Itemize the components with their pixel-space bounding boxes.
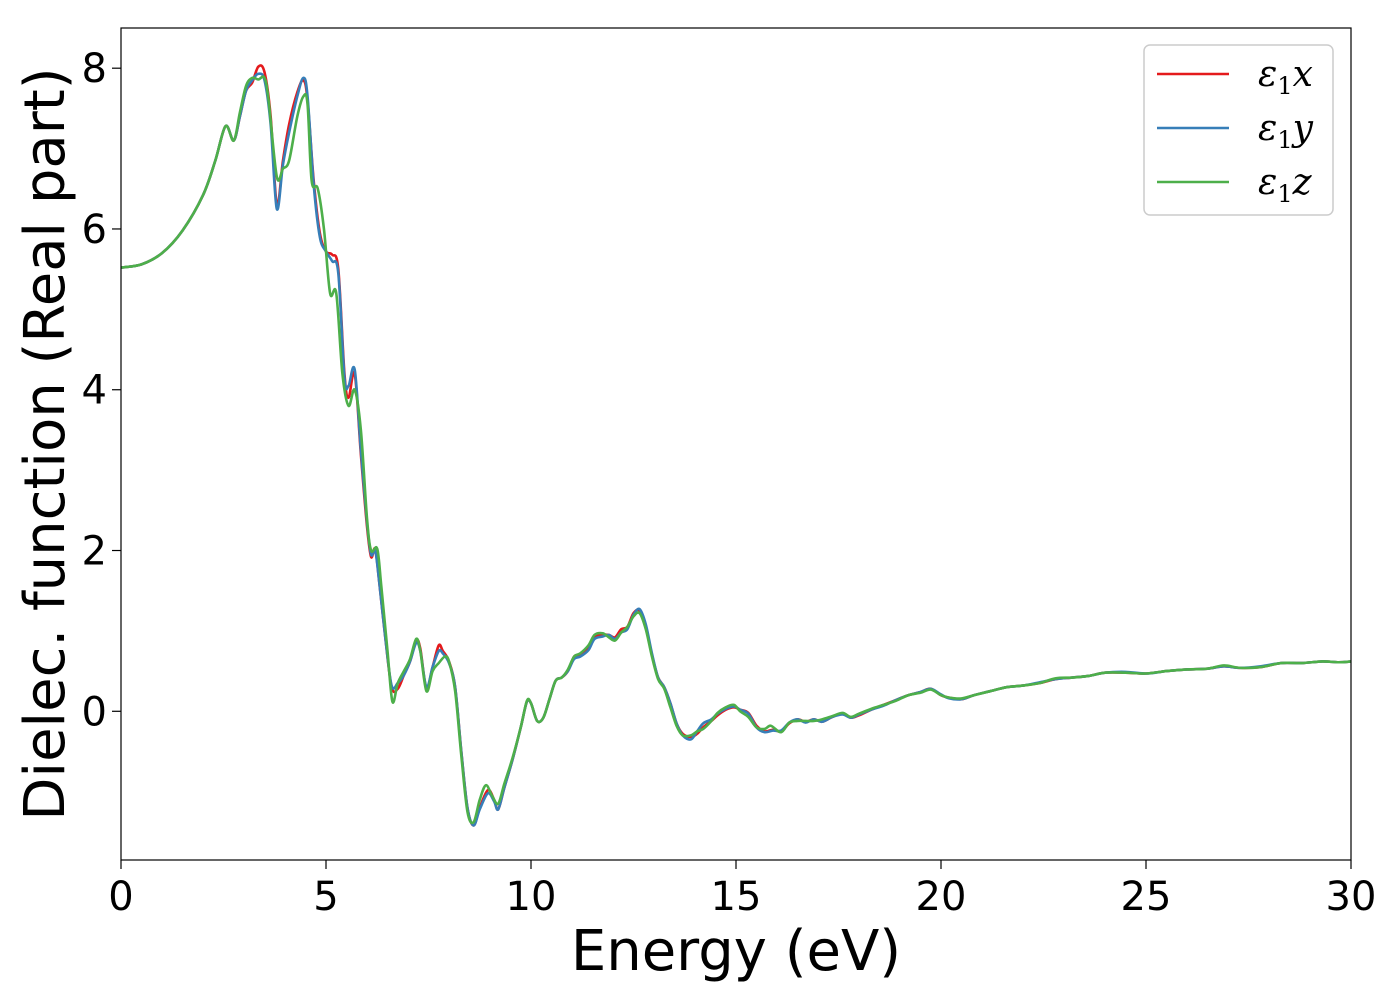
x-tick-label: 5 xyxy=(313,874,338,920)
y-tick-label: 0 xyxy=(82,689,107,735)
x-axis: 0 5 10 15 20 25 30 xyxy=(108,860,1376,920)
legend: ε1x ε1y ε1z xyxy=(1143,44,1334,216)
x-tick-label: 20 xyxy=(916,874,967,920)
legend-box xyxy=(1143,44,1334,216)
y-tick-label: 6 xyxy=(82,207,107,253)
y-tick-label: 4 xyxy=(82,368,107,414)
x-tick-label: 25 xyxy=(1121,874,1172,920)
series-line-z xyxy=(121,75,1351,825)
legend-entry-z: ε1z xyxy=(1258,162,1313,208)
legend-entry-y: ε1y xyxy=(1258,108,1314,154)
x-tick-label: 0 xyxy=(108,874,133,920)
y-tick-label: 8 xyxy=(82,46,107,92)
y-tick-label: 2 xyxy=(82,529,107,575)
x-tick-label: 30 xyxy=(1326,874,1377,920)
y-axis-title: Dielec. function (Real part) xyxy=(13,67,78,820)
x-tick-label: 10 xyxy=(506,874,557,920)
x-axis-title: Energy (eV) xyxy=(571,919,901,984)
legend-entry-x: ε1x xyxy=(1258,54,1313,100)
x-tick-label: 15 xyxy=(711,874,762,920)
y-axis: 0 2 4 6 8 xyxy=(82,46,121,735)
series-layer xyxy=(121,64,1351,827)
